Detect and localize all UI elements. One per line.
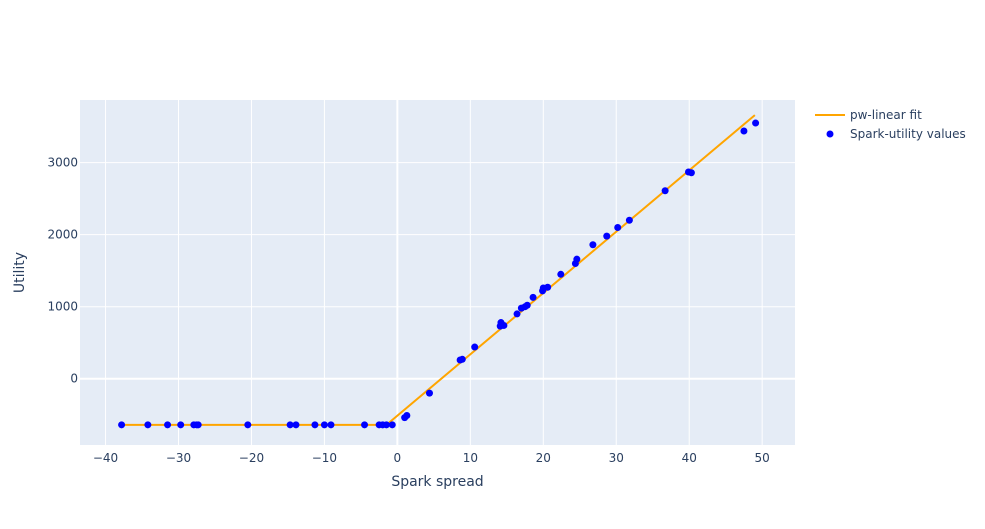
x-tick-label: 20 <box>536 451 551 465</box>
data-point <box>177 421 185 429</box>
data-point <box>118 421 126 429</box>
data-point <box>144 421 152 429</box>
grid-lines <box>80 100 795 445</box>
data-point <box>544 283 552 291</box>
data-point <box>687 169 695 177</box>
legend-fit-label[interactable]: pw-linear fit <box>850 108 922 122</box>
legend-points-swatch <box>826 130 834 138</box>
data-point <box>292 421 300 429</box>
data-point <box>523 301 531 309</box>
y-tick-label: 1000 <box>47 300 78 314</box>
data-point <box>740 127 748 135</box>
y-tick-label: 3000 <box>47 156 78 170</box>
data-point <box>614 223 622 231</box>
x-tick-label: 50 <box>755 451 770 465</box>
data-point <box>388 421 396 429</box>
data-point <box>557 270 565 278</box>
y-tick-label: 0 <box>70 372 78 386</box>
data-point <box>164 421 172 429</box>
x-tick-label: 0 <box>394 451 402 465</box>
data-point <box>752 119 760 127</box>
data-point <box>458 355 466 363</box>
data-point <box>661 187 669 195</box>
x-tick-label: −30 <box>166 451 191 465</box>
data-point <box>589 241 597 249</box>
x-tick-label: −10 <box>312 451 337 465</box>
data-point <box>403 411 411 419</box>
data-point <box>382 421 390 429</box>
legend[interactable]: pw-linear fit Spark-utility values <box>815 108 966 141</box>
y-axis-title: Utility <box>12 252 28 293</box>
data-point <box>327 421 335 429</box>
x-tick-label: −20 <box>239 451 264 465</box>
data-point <box>625 216 633 224</box>
legend-points-label[interactable]: Spark-utility values <box>850 127 966 141</box>
data-point <box>529 293 537 301</box>
x-axis-title: Spark spread <box>391 474 483 490</box>
data-point <box>573 255 581 263</box>
axis-ticks: −40 −30 −20 −10 0 10 20 30 40 50 0 1000 2000 3000 <box>47 156 769 465</box>
data-point <box>311 421 319 429</box>
x-tick-label: 30 <box>609 451 624 465</box>
data-point <box>513 310 521 318</box>
x-tick-label: −40 <box>93 451 118 465</box>
data-point <box>471 343 479 351</box>
data-point <box>603 232 611 240</box>
data-point <box>286 421 294 429</box>
data-point <box>194 421 202 429</box>
x-tick-label: 10 <box>463 451 478 465</box>
data-point <box>244 421 252 429</box>
data-point <box>425 389 433 397</box>
data-point <box>320 421 328 429</box>
x-tick-label: 40 <box>682 451 697 465</box>
data-point <box>500 321 508 329</box>
y-tick-label: 2000 <box>47 228 78 242</box>
point-series <box>118 119 760 429</box>
plot-background <box>80 100 795 445</box>
data-point <box>361 421 369 429</box>
